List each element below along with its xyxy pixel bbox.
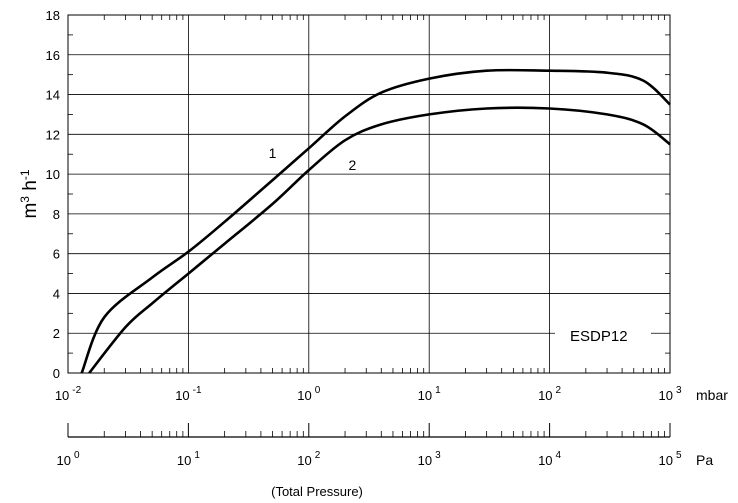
x-tick-label: 10 2 bbox=[538, 385, 561, 403]
series-label-1: 1 bbox=[269, 145, 277, 161]
x-axis-unit: mbar bbox=[696, 387, 728, 403]
pa-tick-label: 10 5 bbox=[658, 450, 681, 468]
pa-axis-unit: Pa bbox=[696, 452, 713, 468]
plot-frame bbox=[67, 14, 671, 374]
y-tick-label: 14 bbox=[46, 88, 60, 103]
y-tick-label: 8 bbox=[53, 207, 60, 222]
annotation-label: ESDP12 bbox=[570, 328, 628, 345]
pa-tick-labels: 10 0 10 1 10 2 10 3 10 4 10 5 bbox=[56, 450, 681, 468]
pa-tick-label: 10 2 bbox=[297, 450, 320, 468]
y-tick-label: 12 bbox=[46, 127, 60, 142]
y-tick-label: 2 bbox=[53, 326, 60, 341]
y-axis-ticks bbox=[68, 34, 670, 354]
y-tick-label: 18 bbox=[46, 8, 60, 23]
grid-lines bbox=[67, 14, 671, 374]
series-line-1 bbox=[80, 68, 671, 374]
y-tick-label: 16 bbox=[46, 48, 60, 63]
x-minor-ticks bbox=[103, 15, 665, 373]
pa-axis bbox=[67, 423, 671, 438]
x-tick-label: 10 3 bbox=[658, 385, 681, 403]
x-axis-title: (Total Pressure) bbox=[271, 484, 363, 499]
annotation-box bbox=[555, 322, 651, 350]
pa-tick-label: 10 0 bbox=[56, 450, 79, 468]
y-tick-label: 0 bbox=[53, 366, 60, 381]
x-tick-label: 10 -1 bbox=[175, 385, 202, 403]
x-tick-label: 10 1 bbox=[418, 385, 441, 403]
y-tick-label: 10 bbox=[46, 167, 60, 182]
series-labels: 12 bbox=[269, 145, 357, 173]
y-tick-label: 4 bbox=[53, 286, 60, 301]
pa-tick-label: 10 3 bbox=[418, 450, 441, 468]
y-tick-labels: 0 2 4 6 8 10 12 14 16 18 bbox=[46, 8, 60, 381]
pa-tick-label: 10 4 bbox=[538, 450, 561, 468]
pa-tick-label: 10 1 bbox=[177, 450, 200, 468]
x-tick-labels: 10 -2 10 -1 10 0 10 1 10 2 10 3 bbox=[55, 385, 682, 403]
y-tick-label: 6 bbox=[53, 247, 60, 262]
x-tick-label: 10 0 bbox=[297, 385, 320, 403]
y-axis-label: m3 h-1 bbox=[18, 169, 41, 218]
series-lines bbox=[80, 68, 671, 374]
x-tick-label: 10 -2 bbox=[55, 385, 82, 403]
series-label-2: 2 bbox=[348, 157, 356, 173]
series-line-2 bbox=[88, 106, 671, 374]
